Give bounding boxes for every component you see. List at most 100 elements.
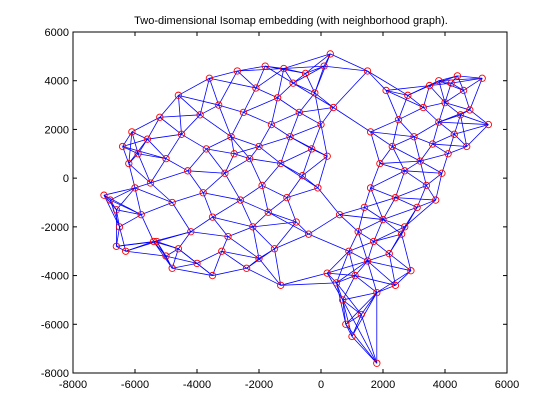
data-point xyxy=(348,332,356,341)
graph-edge xyxy=(382,206,418,220)
graph-edge xyxy=(159,95,179,118)
data-point xyxy=(267,120,276,129)
graph-edge xyxy=(258,146,281,164)
data-point xyxy=(376,159,384,168)
graph-edge xyxy=(432,143,449,155)
y-tick-label: -4000 xyxy=(41,271,69,283)
graph-edge xyxy=(128,131,133,164)
y-axis-ticks: -8000 -6000 -4000 -2000 0 2000 4000 6000 xyxy=(41,27,507,380)
graph-edge xyxy=(141,202,173,216)
graph-edge xyxy=(367,70,387,91)
graph-edge xyxy=(451,77,483,84)
graph-edge xyxy=(230,136,251,159)
graph-edge xyxy=(283,65,325,69)
y-tick-label: -2000 xyxy=(41,222,69,234)
graph-edge xyxy=(370,131,393,147)
graph-edge xyxy=(218,104,244,113)
graph-edge xyxy=(360,314,378,364)
graph-edge xyxy=(199,114,232,138)
graph-edge xyxy=(354,275,378,293)
graph-edge xyxy=(432,133,455,145)
x-tick-label: -4000 xyxy=(183,379,211,391)
graph-edge xyxy=(386,85,430,91)
data-point xyxy=(422,181,431,190)
data-point xyxy=(149,237,158,246)
graph-edge xyxy=(330,53,368,72)
graph-edge xyxy=(466,124,489,147)
graph-edge xyxy=(370,163,381,189)
graph-edge xyxy=(249,146,260,159)
graph-edge xyxy=(271,112,300,125)
graph-edge xyxy=(103,187,136,196)
graph-edge xyxy=(196,250,222,264)
graph-edge xyxy=(289,124,322,138)
data-point xyxy=(106,196,114,204)
data-point xyxy=(208,271,217,280)
graph-edge xyxy=(388,253,412,272)
graph-edge xyxy=(404,207,418,228)
graph-edge xyxy=(268,211,297,223)
graph-edge xyxy=(150,158,167,184)
data-point xyxy=(273,94,282,102)
graph-edge xyxy=(261,185,288,198)
graph-edge xyxy=(280,282,337,286)
data-point xyxy=(218,247,226,255)
graph-edge xyxy=(249,158,281,164)
data-point xyxy=(304,230,313,238)
graph-edge xyxy=(255,87,278,99)
graph-edge xyxy=(311,124,322,150)
graph-edge xyxy=(286,175,303,198)
graph-edge xyxy=(274,248,282,286)
data-point xyxy=(249,223,257,231)
graph-edge xyxy=(454,134,467,147)
data-point xyxy=(233,67,241,75)
data-point xyxy=(397,230,406,238)
graph-edge xyxy=(172,267,213,276)
graph-edge xyxy=(373,233,402,242)
graph-edge xyxy=(268,211,309,235)
graph-edge xyxy=(457,75,483,79)
graph-edge xyxy=(258,248,275,259)
data-point xyxy=(335,211,344,219)
graph-edge xyxy=(339,206,365,216)
data-point xyxy=(242,264,251,272)
data-point xyxy=(329,103,338,112)
graph-edge xyxy=(438,109,470,123)
x-tick-label: 2000 xyxy=(371,379,395,391)
graph-edge xyxy=(116,245,126,252)
graph-edge xyxy=(286,197,297,223)
graph-edge xyxy=(131,116,160,133)
x-axis-ticks: -8000 -6000 -4000 -2000 0 2000 4000 6000 xyxy=(59,32,519,391)
data-point xyxy=(298,172,307,180)
x-tick-label: 0 xyxy=(318,379,324,391)
graph-edge xyxy=(438,121,489,125)
graph-edge xyxy=(327,260,368,274)
data-point xyxy=(168,198,176,207)
graph-edge xyxy=(212,267,247,276)
graph-edge xyxy=(203,192,241,201)
graph-edge xyxy=(283,53,331,69)
graph-edge xyxy=(388,253,396,286)
data-point xyxy=(342,320,350,328)
graph-edge xyxy=(432,143,467,147)
data-point xyxy=(131,184,139,192)
graph-edge xyxy=(218,70,238,106)
graph-edge xyxy=(302,148,313,176)
graph-edge xyxy=(355,275,396,286)
graph-edge xyxy=(299,107,334,113)
graph-edge xyxy=(181,133,207,150)
graph-edge xyxy=(358,219,384,233)
graph-edge xyxy=(367,70,409,96)
graph-edge xyxy=(137,153,151,184)
graph-edge xyxy=(125,241,157,252)
graph-edge xyxy=(277,97,300,113)
data-point xyxy=(425,81,434,90)
graph-edge xyxy=(165,255,198,264)
graph-edge xyxy=(360,292,378,315)
y-tick-label: 0 xyxy=(63,173,69,185)
y-tick-label: 2000 xyxy=(45,124,69,136)
graph-edge xyxy=(237,68,284,72)
data-point xyxy=(112,206,121,214)
graph-edge xyxy=(165,248,179,257)
graph-edge xyxy=(209,77,256,89)
